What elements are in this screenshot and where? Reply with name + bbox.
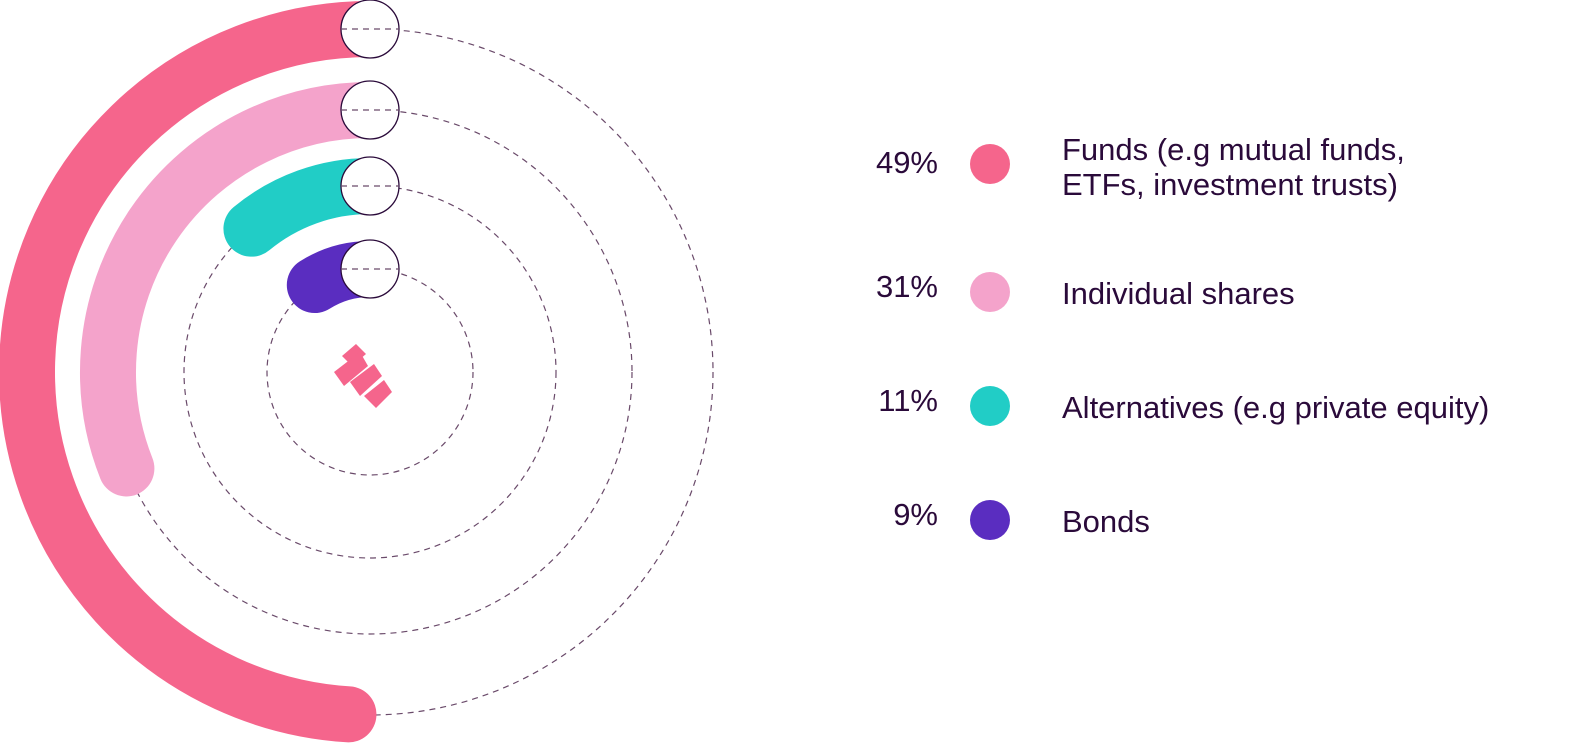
legend-swatch [970,386,1010,426]
radial-bar-1 [0,1,398,743]
brand-logo-icon [334,344,392,408]
legend-percent: 9% [893,497,938,532]
guide-circle-1 [26,28,714,716]
logo-stroke [350,364,382,396]
radial-bars [0,1,398,743]
logo-stroke [364,380,392,408]
radial-bar-2 [80,82,398,497]
logo-stroke [334,352,368,386]
guide-circle-3 [183,185,557,559]
legend-label: Individual shares [1062,276,1295,311]
legend-swatch [970,144,1010,184]
legend-percent: 31% [875,269,938,304]
legend-label: Funds (e.g mutual funds, ETFs, investmen… [1062,132,1405,202]
logo-stroke [342,344,366,366]
legend-swatch [970,500,1010,540]
legend-percent: 11% [878,383,938,418]
legend-swatch [970,272,1010,312]
radial-bar-chart [0,0,714,743]
legend: 49% Funds (e.g mutual funds, ETFs, invest… [870,0,1570,749]
legend-label: Bonds [1062,504,1150,539]
legend-label: Alternatives (e.g private equity) [1062,390,1490,425]
start-markers [340,0,400,299]
legend-percent: 49% [875,145,938,180]
